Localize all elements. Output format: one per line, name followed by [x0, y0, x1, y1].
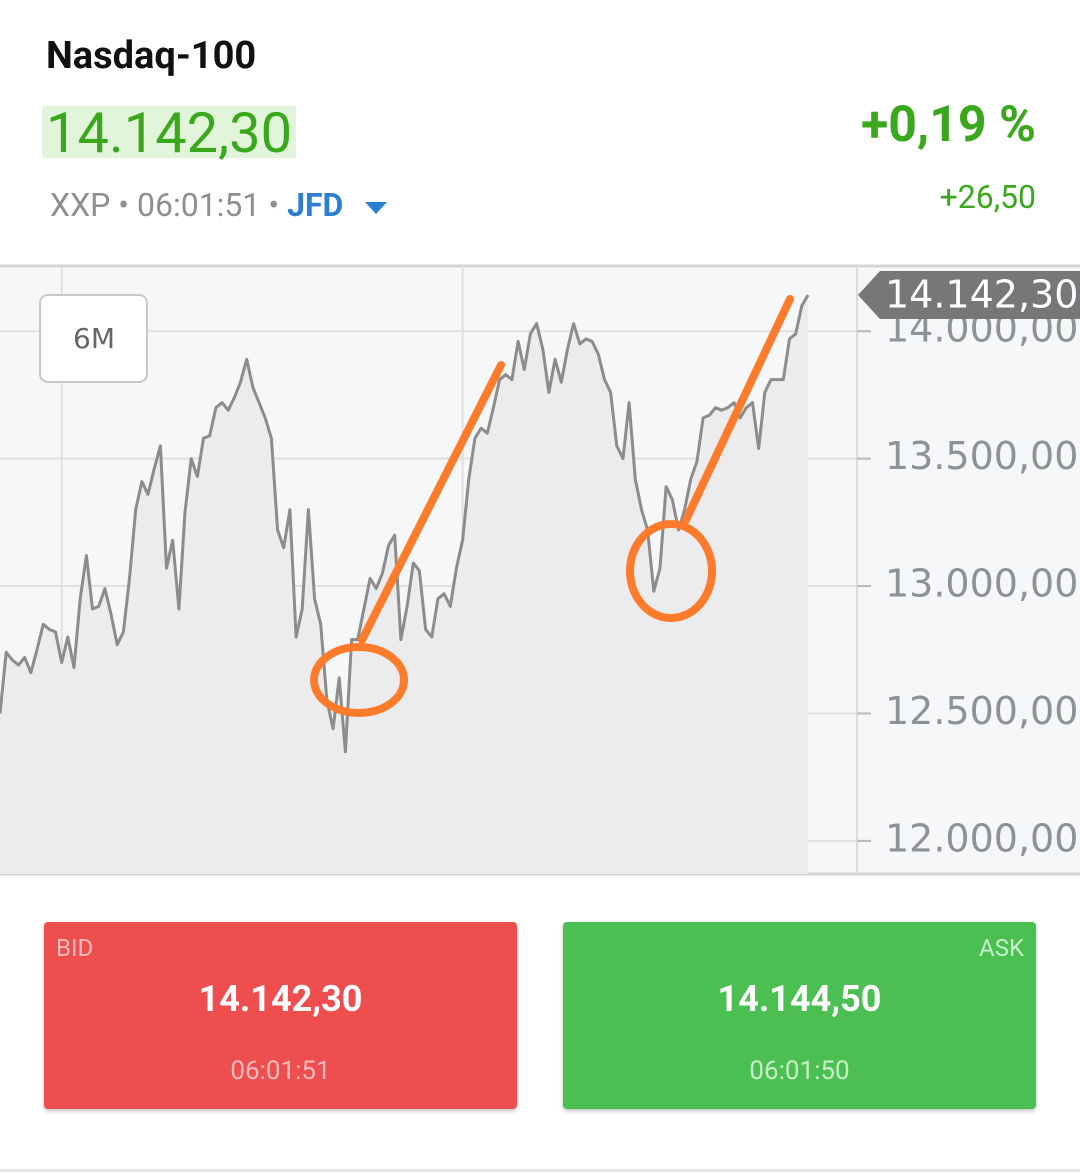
- last-price-label: 14.142,30: [885, 272, 1078, 316]
- y-tick-label: 13.500,00: [885, 434, 1078, 478]
- exchange: XXP: [50, 186, 111, 224]
- y-tick-label: 12.500,00: [885, 689, 1078, 733]
- ask-time: 06:01:50: [749, 1056, 850, 1086]
- annotation-circle: [626, 520, 716, 622]
- bid-price: 14.142,30: [198, 978, 363, 1020]
- annotation-line: [358, 361, 505, 644]
- change: +26,50: [939, 178, 1036, 216]
- area-fill: [0, 295, 808, 874]
- change-pct: +0,19 %: [861, 96, 1036, 154]
- range-button[interactable]: 6M: [39, 294, 148, 383]
- last-price-tag: [858, 270, 1080, 319]
- range-button-box[interactable]: [39, 294, 148, 383]
- ask-card[interactable]: ASK 14.144,50 06:01:50: [563, 922, 1036, 1109]
- ask-label: ASK: [979, 934, 1024, 962]
- broker[interactable]: JFD: [287, 186, 344, 224]
- instrument-title: Nasdaq-100: [46, 34, 257, 78]
- ask-price: 14.144,50: [717, 978, 882, 1020]
- y-tick-label: 13.000,00: [885, 562, 1078, 606]
- time: 06:01:51: [136, 186, 261, 224]
- bid-card[interactable]: BID 14.142,30 06:01:51: [44, 922, 517, 1109]
- range-button-label[interactable]: 6M: [73, 322, 115, 355]
- price-line: [0, 294, 810, 754]
- dropdown-arrow[interactable]: [363, 200, 389, 216]
- bid-label: BID: [56, 934, 94, 962]
- price: 14.142,30: [42, 105, 297, 161]
- bid-time: 06:01:51: [230, 1056, 331, 1086]
- annotation-line: [682, 295, 794, 524]
- meta: XXP • 06:01:51 • JFD: [50, 186, 389, 224]
- divider: [0, 1169, 1080, 1172]
- y-tick-label: 12.000,00: [885, 816, 1078, 860]
- annotation-circle: [310, 643, 408, 717]
